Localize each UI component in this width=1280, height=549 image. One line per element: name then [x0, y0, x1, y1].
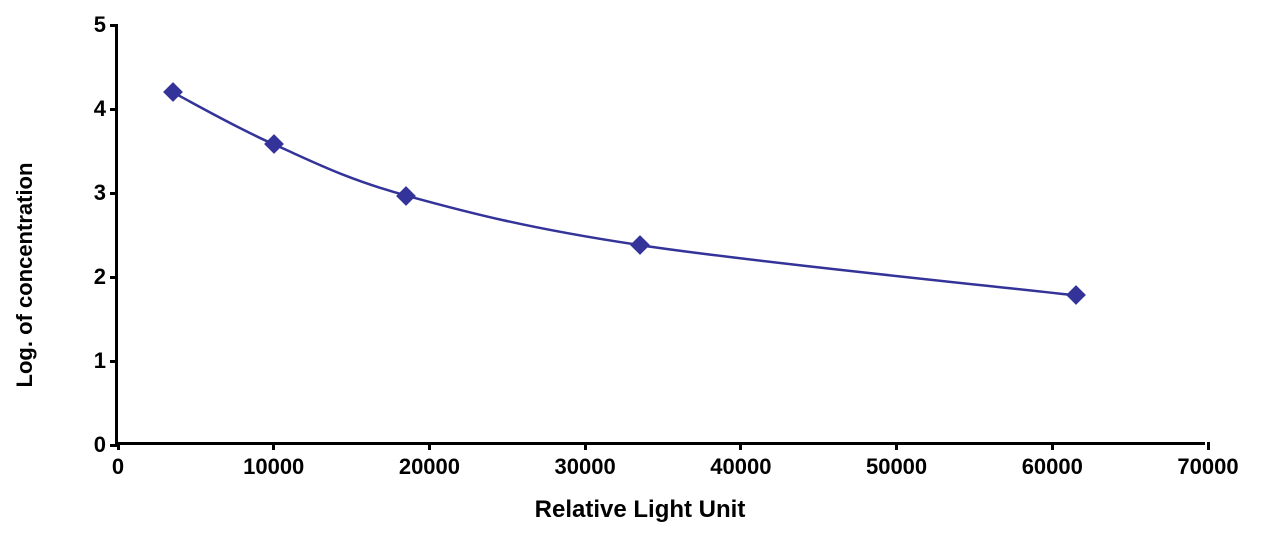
chart-line-svg [118, 25, 1205, 442]
x-tick-label: 40000 [710, 454, 771, 480]
x-tick [272, 442, 275, 450]
y-tick [110, 276, 118, 279]
x-tick [1207, 442, 1210, 450]
x-tick [1051, 442, 1054, 450]
chart-container: Log. of concentration 012345010000200003… [10, 10, 1270, 539]
y-tick-label: 2 [94, 264, 106, 290]
x-tick-label: 70000 [1177, 454, 1238, 480]
x-tick-label: 20000 [399, 454, 460, 480]
y-tick [110, 192, 118, 195]
x-tick [739, 442, 742, 450]
y-tick [110, 360, 118, 363]
y-tick-label: 3 [94, 180, 106, 206]
plot-area: 0123450100002000030000400005000060000700… [115, 25, 1205, 445]
x-tick-label: 30000 [555, 454, 616, 480]
y-tick-label: 1 [94, 348, 106, 374]
y-tick-label: 4 [94, 96, 106, 122]
x-axis-label: Relative Light Unit [535, 496, 746, 524]
y-tick [110, 24, 118, 27]
y-tick-label: 5 [94, 12, 106, 38]
x-tick [584, 442, 587, 450]
x-tick [428, 442, 431, 450]
y-axis-label: Log. of concentration [12, 162, 38, 387]
x-tick-label: 50000 [866, 454, 927, 480]
x-tick [117, 442, 120, 450]
y-tick [110, 108, 118, 111]
x-tick [895, 442, 898, 450]
x-tick-label: 0 [112, 454, 124, 480]
y-tick-label: 0 [94, 432, 106, 458]
x-tick-label: 60000 [1022, 454, 1083, 480]
x-tick-label: 10000 [243, 454, 304, 480]
